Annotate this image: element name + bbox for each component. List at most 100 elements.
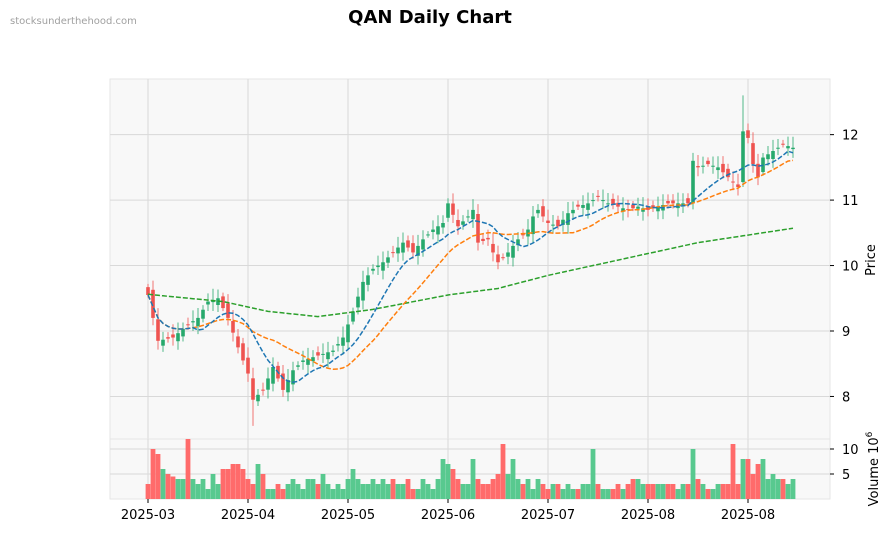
candle-body <box>681 203 685 205</box>
candle-body <box>171 334 175 338</box>
volume-bar <box>340 489 346 499</box>
candle-body <box>351 311 355 322</box>
volume-bar <box>495 474 501 499</box>
candle-body <box>621 208 625 212</box>
watermark: stocksunderthehood.com <box>10 16 137 27</box>
candle-body <box>291 370 295 385</box>
volume-bar <box>260 474 266 499</box>
volume-bar <box>220 469 226 499</box>
volume-bar <box>270 489 276 499</box>
volume-bar <box>655 484 661 499</box>
candle-body <box>656 206 660 212</box>
volume-bar <box>650 484 656 499</box>
ma-mid-line <box>147 159 794 370</box>
candle-body <box>176 333 180 342</box>
candle-body <box>191 321 195 323</box>
candle-body <box>576 204 580 207</box>
candle-body <box>546 220 550 223</box>
volume-bar <box>405 479 411 499</box>
x-tick-label: 2025-06 <box>421 508 475 523</box>
candle-body <box>536 209 540 214</box>
volume-bar <box>720 484 726 499</box>
volume-bar <box>400 484 406 499</box>
price-tick-label: 11 <box>842 194 859 209</box>
volume-bar <box>590 449 596 499</box>
candle-body <box>696 166 700 168</box>
candle-body <box>256 394 260 402</box>
ma-long-line <box>147 227 794 318</box>
candle-body <box>366 275 370 285</box>
candle-body <box>751 143 755 165</box>
volume-bar <box>465 484 471 499</box>
candle-body <box>306 358 310 365</box>
volume-bar <box>200 479 206 499</box>
candle-body <box>401 242 405 253</box>
volume-bar <box>150 449 156 499</box>
volume-bar <box>195 484 201 499</box>
chart-title: QAN Daily Chart <box>348 7 512 28</box>
candle-body <box>766 154 770 160</box>
volume-bar <box>605 489 611 499</box>
volume-bar <box>275 484 281 499</box>
volume-bar <box>755 464 761 499</box>
volume-bar <box>455 479 461 499</box>
volume-bar <box>670 484 676 499</box>
candle-body <box>591 200 595 202</box>
volume-bar <box>545 489 551 499</box>
candle-body <box>496 254 500 263</box>
volume-bar <box>500 444 506 499</box>
volume-bar <box>430 489 436 499</box>
candle-body <box>646 206 650 210</box>
candle-body <box>511 245 515 258</box>
candle-body <box>456 219 460 227</box>
volume-bar <box>190 479 196 499</box>
volume-bar <box>165 474 171 499</box>
candle-body <box>341 337 345 346</box>
candle-body <box>716 167 720 171</box>
candle-body <box>551 224 555 226</box>
volume-bar <box>595 484 601 499</box>
volume-bar <box>540 484 546 499</box>
candle-body <box>246 357 250 374</box>
candle-body <box>431 229 435 232</box>
volume-bar <box>700 484 706 499</box>
volume-bar <box>490 479 496 499</box>
candle-body <box>666 200 670 204</box>
volume-bar <box>735 484 741 499</box>
candle-body <box>236 336 240 348</box>
candle-body <box>636 206 640 209</box>
candle-body <box>706 160 710 165</box>
candle-body <box>266 378 270 390</box>
volume-bar <box>775 479 781 499</box>
volume-bar <box>250 484 256 499</box>
volume-bar <box>305 479 311 499</box>
price-tick-label: 10 <box>842 260 859 275</box>
volume-bar <box>645 484 651 499</box>
x-tick-label: 2025-08 <box>621 508 675 523</box>
volume-bar <box>780 479 786 499</box>
candle-body <box>791 147 795 150</box>
volume-bar <box>395 484 401 499</box>
volume-bar <box>210 474 216 499</box>
volume-bar <box>245 479 251 499</box>
axes: 8 9 10 11 12 5 10 2025-03 2025-04 2025-05 2025-06 2… <box>121 129 882 523</box>
volume-bar <box>225 469 231 499</box>
candle-body <box>461 221 465 225</box>
volume-bar <box>265 489 271 499</box>
volume-bar <box>350 469 356 499</box>
candle-body <box>671 200 675 204</box>
volume-tick-label: 10 <box>842 443 859 458</box>
candle-body <box>731 181 735 183</box>
volume-bar <box>375 484 381 499</box>
candle-body <box>411 243 415 253</box>
volume-bar <box>370 479 376 499</box>
volume-tick-label: 5 <box>842 468 850 483</box>
volume-bar <box>380 479 386 499</box>
volume-bar <box>285 484 291 499</box>
volume-bar <box>690 449 696 499</box>
candle-body <box>356 296 360 308</box>
candle-body <box>166 337 170 339</box>
candle-body <box>451 203 455 215</box>
volume-bar <box>240 469 246 499</box>
volume-bar <box>145 484 151 499</box>
